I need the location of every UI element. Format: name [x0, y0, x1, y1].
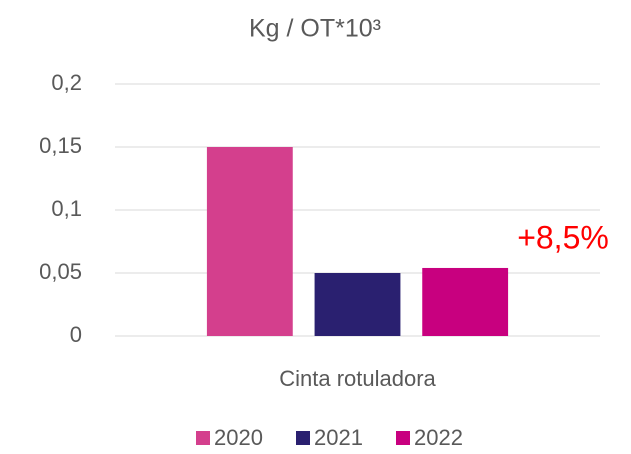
legend-label: 2021: [314, 425, 363, 450]
y-tick-label: 0,15: [39, 133, 82, 158]
legend-label: 2022: [414, 425, 463, 450]
y-tick-label: 0,2: [51, 70, 82, 95]
bar: [314, 273, 401, 336]
chart-title: Kg / OT*10³: [249, 15, 381, 43]
y-tick-label: 0: [70, 322, 82, 347]
legend-swatch: [396, 431, 410, 445]
legend-swatch: [196, 431, 210, 445]
legend-swatch: [296, 431, 310, 445]
x-tick-label: Cinta rotuladora: [279, 366, 436, 391]
bar: [422, 267, 509, 336]
bar: [206, 147, 293, 336]
annotation: +8,5%: [517, 219, 609, 255]
legend-label: 2020: [214, 425, 263, 450]
y-tick-label: 0,05: [39, 259, 82, 284]
y-tick-label: 0,1: [51, 196, 82, 221]
